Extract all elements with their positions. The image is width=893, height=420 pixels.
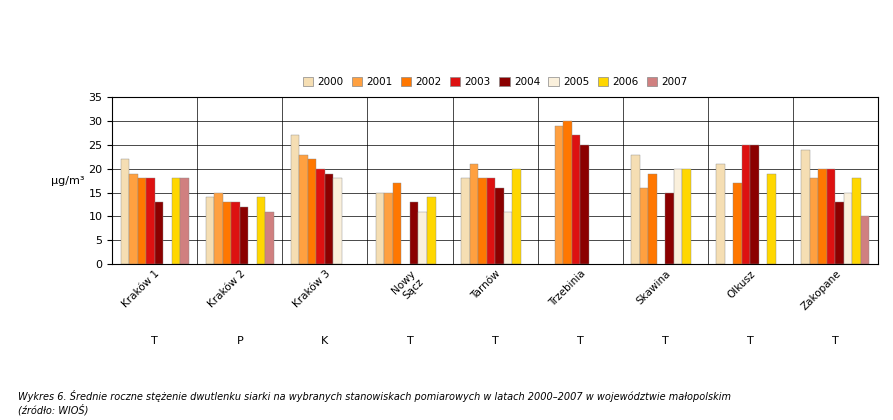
Bar [427, 197, 436, 264]
Bar [410, 202, 419, 264]
Bar [393, 183, 402, 264]
Bar [385, 193, 393, 264]
Bar [129, 173, 138, 264]
Bar [171, 178, 180, 264]
Bar [682, 169, 691, 264]
Bar [648, 173, 656, 264]
Text: Wykres 6. Średnie roczne stężenie dwutlenku siarki na wybranych stanowiskach pom: Wykres 6. Średnie roczne stężenie dwutle… [18, 391, 730, 416]
Text: K: K [321, 336, 329, 346]
Text: T: T [832, 336, 839, 346]
Y-axis label: µg/m³: µg/m³ [51, 176, 84, 186]
Bar [767, 173, 776, 264]
Bar [674, 169, 682, 264]
Bar [504, 212, 512, 264]
Bar [154, 202, 163, 264]
Bar [121, 159, 129, 264]
Bar [478, 178, 487, 264]
Text: T: T [662, 336, 669, 346]
Bar [861, 216, 870, 264]
Bar [487, 178, 495, 264]
Bar [325, 173, 333, 264]
Text: T: T [151, 336, 158, 346]
Bar [461, 178, 470, 264]
Bar [419, 212, 427, 264]
Bar [665, 193, 674, 264]
Bar [733, 183, 742, 264]
Bar [512, 169, 521, 264]
Bar [836, 202, 844, 264]
Bar [146, 178, 154, 264]
Bar [844, 193, 853, 264]
Bar [333, 178, 342, 264]
Bar [716, 164, 725, 264]
Bar [563, 121, 572, 264]
Legend: 2000, 2001, 2002, 2003, 2004, 2005, 2006, 2007: 2000, 2001, 2002, 2003, 2004, 2005, 2006… [298, 73, 692, 91]
Text: T: T [747, 336, 754, 346]
Bar [495, 188, 504, 264]
Bar [810, 178, 818, 264]
Bar [214, 193, 222, 264]
Bar [299, 155, 308, 264]
Bar [801, 150, 810, 264]
Text: P: P [237, 336, 243, 346]
Bar [257, 197, 265, 264]
Text: T: T [492, 336, 498, 346]
Bar [750, 145, 759, 264]
Bar [470, 164, 478, 264]
Bar [376, 193, 385, 264]
Text: T: T [577, 336, 583, 346]
Bar [265, 212, 274, 264]
Bar [222, 202, 231, 264]
Bar [853, 178, 861, 264]
Bar [827, 169, 836, 264]
Bar [818, 169, 827, 264]
Bar [231, 202, 240, 264]
Bar [205, 197, 214, 264]
Bar [291, 136, 299, 264]
Bar [180, 178, 188, 264]
Bar [572, 136, 580, 264]
Bar [580, 145, 588, 264]
Bar [240, 207, 248, 264]
Bar [631, 155, 639, 264]
Bar [742, 145, 750, 264]
Bar [138, 178, 146, 264]
Bar [308, 159, 316, 264]
Text: T: T [406, 336, 413, 346]
Bar [555, 126, 563, 264]
Bar [316, 169, 325, 264]
Bar [639, 188, 648, 264]
